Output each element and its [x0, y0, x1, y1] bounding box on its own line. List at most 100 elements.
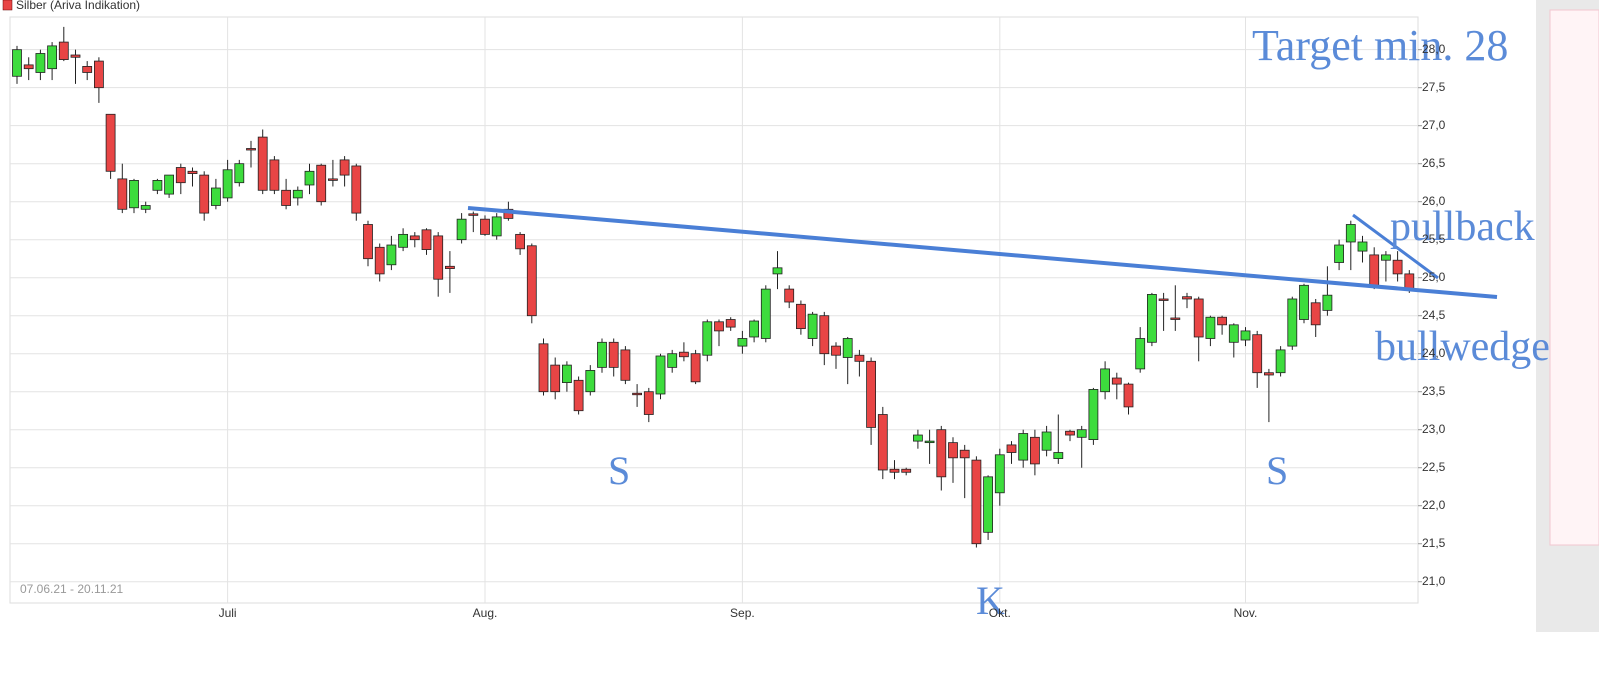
candle-body — [994, 454, 1005, 494]
candle-body — [187, 170, 198, 174]
candle-body — [1006, 444, 1017, 453]
candle-body — [1041, 431, 1052, 451]
candle-body — [82, 66, 93, 73]
y-tick-label: 24,5 — [1422, 308, 1446, 322]
y-tick-label: 21,5 — [1422, 536, 1446, 550]
y-tick-label: 22,0 — [1422, 498, 1446, 512]
candle-body — [819, 315, 830, 355]
candle-body — [831, 345, 841, 356]
candle-body — [550, 364, 561, 393]
candle-body — [421, 229, 432, 250]
y-tick-label: 23,5 — [1422, 384, 1446, 398]
candle-body — [597, 341, 607, 368]
candle-body — [526, 245, 537, 317]
candle-body — [1123, 383, 1134, 408]
candle-body — [316, 164, 327, 203]
candle-body — [1392, 259, 1403, 275]
candle-body — [1217, 316, 1227, 326]
candle-body — [772, 267, 783, 275]
candle-body — [47, 45, 57, 70]
y-tick-label: 24,0 — [1422, 346, 1446, 360]
candle-body — [1275, 349, 1286, 374]
candle-body — [1404, 273, 1415, 290]
annotation: bullwedge — [1375, 324, 1550, 370]
candle-body — [327, 178, 338, 181]
candle-body — [948, 442, 958, 459]
candle-body — [1240, 330, 1251, 341]
candle-body — [515, 233, 525, 250]
candle-body — [702, 321, 713, 356]
candle-body — [807, 313, 818, 339]
candle-body — [1053, 452, 1064, 459]
candle-body — [386, 244, 397, 266]
candle-body — [971, 459, 982, 545]
candle-body — [737, 338, 748, 347]
candle-body — [889, 468, 900, 473]
trendline — [467, 206, 1498, 299]
candle-body — [866, 360, 876, 428]
candle-body — [643, 391, 654, 415]
x-tick-label: Nov. — [1234, 606, 1258, 620]
candle-body — [199, 174, 210, 214]
candle-body — [690, 353, 701, 383]
candle-body — [1228, 324, 1239, 343]
candle-body — [1357, 241, 1368, 252]
legend-swatch — [2, 0, 13, 11]
candle-body — [129, 180, 139, 209]
candle-body — [35, 53, 46, 73]
candle-body — [1065, 430, 1075, 436]
y-tick-label: 25,5 — [1422, 232, 1446, 246]
candle-body — [854, 354, 865, 362]
y-tick-label: 28,0 — [1422, 42, 1446, 56]
candle-body — [152, 180, 163, 191]
y-tick-label: 23,0 — [1422, 422, 1446, 436]
candle-body — [456, 218, 467, 241]
candle-body — [105, 113, 116, 172]
candle-body — [351, 165, 362, 214]
y-tick-label: 27,0 — [1422, 118, 1446, 132]
x-tick-label: Okt. — [989, 606, 1011, 620]
candle-body — [1018, 433, 1029, 461]
candle-body — [714, 321, 724, 332]
candle-body — [339, 159, 350, 176]
y-tick-label: 25,0 — [1422, 270, 1446, 284]
candle-body — [70, 54, 81, 58]
candle-body — [1205, 316, 1216, 339]
pullback-line — [1352, 213, 1439, 280]
candle-body — [562, 364, 572, 383]
candle-body — [175, 167, 186, 184]
plot-frame — [9, 16, 1419, 604]
candle-body — [796, 303, 806, 330]
annotation: S — [608, 448, 630, 493]
x-tick-label: Sep. — [730, 606, 755, 620]
candle-body — [585, 370, 596, 393]
candle-body — [620, 349, 631, 381]
candle-body — [842, 338, 853, 358]
candle-body — [480, 218, 490, 235]
candle-body — [1381, 254, 1391, 261]
candle-body — [983, 476, 993, 533]
candle-body — [1135, 338, 1146, 370]
candle-body — [363, 224, 373, 260]
candle-body — [1158, 298, 1169, 301]
candle-body — [1287, 298, 1298, 347]
x-tick-label: Juli — [219, 606, 237, 620]
candle-body — [679, 351, 689, 358]
annotation: K — [976, 578, 1005, 623]
annotation: pullback — [1390, 204, 1535, 250]
legend-label: Silber (Ariva Indikation) — [16, 0, 140, 12]
candle-body — [1182, 296, 1192, 300]
candle-body — [924, 440, 935, 444]
candle-body — [304, 170, 315, 186]
candle-body — [398, 233, 409, 248]
candle-body — [959, 449, 970, 459]
candle-body — [1170, 317, 1181, 320]
candle-body — [23, 64, 34, 70]
x-tick-label: Aug. — [473, 606, 498, 620]
candle-body — [58, 41, 69, 60]
candle-body — [444, 265, 455, 269]
candle-body — [784, 288, 795, 303]
candle-body — [936, 429, 947, 478]
candle-body — [269, 159, 280, 191]
